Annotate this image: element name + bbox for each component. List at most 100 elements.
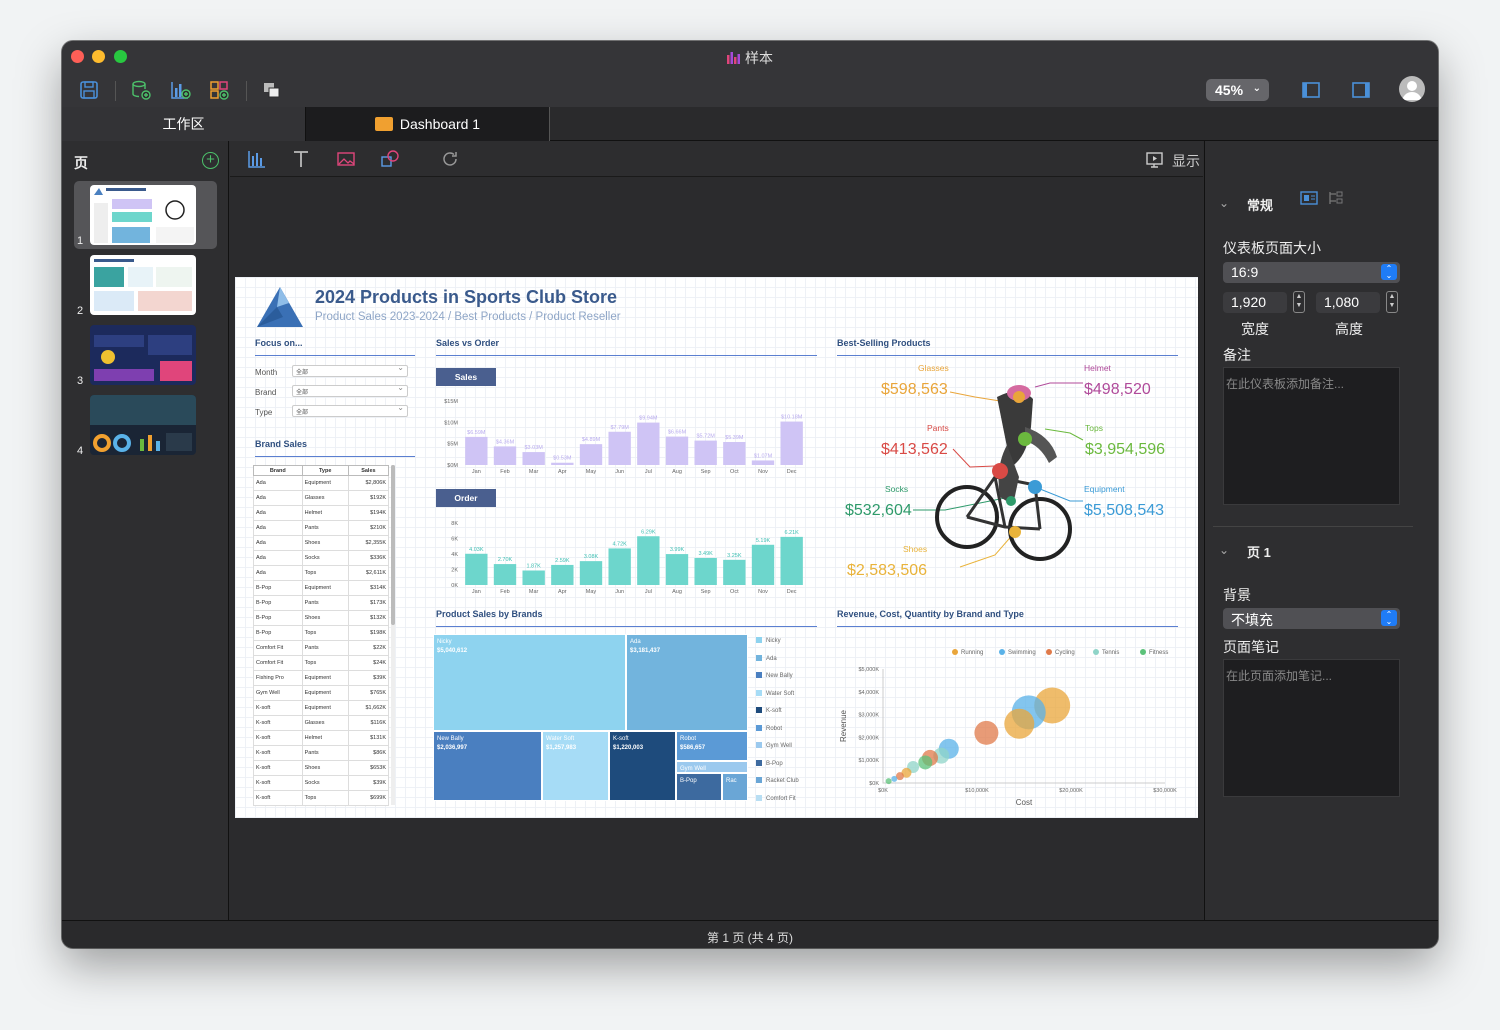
bar[interactable] xyxy=(637,422,660,465)
treemap-cell[interactable]: Robot $586,657 xyxy=(676,731,748,761)
height-input[interactable]: 1,080 xyxy=(1316,292,1380,313)
bar[interactable] xyxy=(579,444,603,465)
legend-label[interactable]: Cycling xyxy=(1055,650,1075,656)
close-window-button[interactable] xyxy=(71,50,84,63)
add-dashboard-icon[interactable] xyxy=(208,79,230,101)
table-row[interactable]: Comfort Fit Tops $24K xyxy=(253,655,390,671)
legend-item[interactable]: Comfort Fit xyxy=(756,794,796,802)
width-stepper[interactable]: ▲ ▼ xyxy=(1293,291,1305,313)
filter-brand-select[interactable]: 全部 xyxy=(292,383,408,397)
bar[interactable] xyxy=(780,421,803,465)
filter-month-select[interactable]: 全部 xyxy=(292,363,408,377)
presentation-icon[interactable] xyxy=(1145,150,1165,170)
legend-item[interactable]: Ada xyxy=(756,654,777,662)
table-row[interactable]: Ada Helmet $194K xyxy=(253,505,390,521)
dashboard-sheet[interactable]: 2024 Products in Sports Club Store Produ… xyxy=(235,277,1198,818)
bar[interactable] xyxy=(579,561,603,585)
bar[interactable] xyxy=(522,452,545,465)
bar[interactable] xyxy=(665,554,689,585)
legend-item[interactable]: Robot xyxy=(756,724,782,732)
tab-dashboard-1[interactable]: Dashboard 1 xyxy=(306,107,550,141)
legend-item[interactable]: New Bally xyxy=(756,672,793,679)
filter-type-select[interactable]: 全部 xyxy=(292,403,408,417)
table-row[interactable]: K-soft Helmet $131K xyxy=(253,730,390,746)
treemap-cell[interactable]: Nicky $5,040,612 xyxy=(433,634,626,731)
zoom-select[interactable]: 45% ⌄ xyxy=(1206,79,1269,101)
bar[interactable] xyxy=(780,536,803,585)
table-row[interactable]: Ada Equipment $2,806K xyxy=(253,475,390,491)
bar[interactable] xyxy=(608,431,631,465)
bar[interactable] xyxy=(608,548,631,585)
legend-item[interactable]: B-Pop xyxy=(756,759,783,767)
table-row[interactable]: B-Pop Equipment $314K xyxy=(253,580,390,596)
bubble[interactable] xyxy=(918,755,933,770)
add-chart-icon[interactable] xyxy=(169,79,191,101)
table-row[interactable]: Comfort Fit Pants $22K xyxy=(253,640,390,656)
insert-chart-icon[interactable] xyxy=(247,149,267,169)
table-row[interactable]: B-Pop Pants $173K xyxy=(253,595,390,611)
table-row[interactable]: K-soft Tops $699K xyxy=(253,790,390,806)
insert-shape-icon[interactable] xyxy=(380,149,400,169)
table-scrollbar[interactable] xyxy=(391,465,395,805)
minimize-window-button[interactable] xyxy=(92,50,105,63)
bubble[interactable] xyxy=(901,767,912,778)
legend-item[interactable]: Racket Club xyxy=(756,777,799,784)
bar[interactable] xyxy=(465,553,488,585)
bar[interactable] xyxy=(465,436,488,465)
page-notes-textarea[interactable]: 在此页面添加笔记... xyxy=(1223,659,1400,797)
legend-label[interactable]: Fitness xyxy=(1149,650,1168,656)
bubble[interactable] xyxy=(885,778,892,785)
add-page-icon[interactable]: + xyxy=(202,152,219,169)
treemap-cell[interactable]: Rac xyxy=(722,773,748,801)
save-icon[interactable] xyxy=(78,79,100,101)
bar[interactable] xyxy=(551,462,574,465)
inspector-structure-icon[interactable] xyxy=(1328,191,1344,205)
chevron-down-icon[interactable]: ⌄ xyxy=(1219,196,1230,210)
table-row[interactable]: K-soft Shoes $653K xyxy=(253,760,390,776)
table-row[interactable]: K-soft Equipment $1,662K xyxy=(253,700,390,716)
bar[interactable] xyxy=(493,446,517,465)
user-avatar[interactable] xyxy=(1399,76,1425,102)
table-row[interactable]: B-Pop Tops $198K xyxy=(253,625,390,641)
treemap-cell[interactable]: Water Soft $1,257,983 xyxy=(542,731,609,801)
bar[interactable] xyxy=(493,564,517,585)
treemap-cell[interactable]: New Bally $2,036,997 xyxy=(433,731,542,801)
treemap-cell[interactable]: Ada $3,181,437 xyxy=(626,634,748,731)
table-row[interactable]: B-Pop Shoes $132K xyxy=(253,610,390,626)
legend-label[interactable]: Swimming xyxy=(1008,650,1036,656)
legend-item[interactable]: Nicky xyxy=(756,637,781,644)
table-row[interactable]: Gym Well Equipment $765K xyxy=(253,685,390,701)
insert-text-icon[interactable] xyxy=(291,149,311,169)
bar[interactable] xyxy=(751,544,775,585)
bar[interactable] xyxy=(551,564,574,585)
table-row[interactable]: K-soft Pants $86K xyxy=(253,745,390,761)
chevron-down-icon[interactable]: ⌄ xyxy=(1219,543,1230,557)
bar[interactable] xyxy=(751,460,775,465)
table-row[interactable]: K-soft Glasses $116K xyxy=(253,715,390,731)
show-label[interactable]: 显示 xyxy=(1172,153,1200,169)
add-data-icon[interactable] xyxy=(130,79,152,101)
page-thumbnail-4[interactable] xyxy=(90,395,196,455)
table-row[interactable]: K-soft Socks $39K xyxy=(253,775,390,791)
treemap-cell[interactable]: K-soft $1,220,003 xyxy=(609,731,676,801)
bubble[interactable] xyxy=(1004,708,1035,739)
bubble[interactable] xyxy=(891,775,898,782)
bubble[interactable] xyxy=(895,772,904,781)
inspector-layout-icon[interactable] xyxy=(1300,191,1318,205)
treemap-cell[interactable]: Gym Well xyxy=(676,761,748,773)
table-row[interactable]: Ada Shoes $2,355K xyxy=(253,535,390,551)
bar[interactable] xyxy=(723,559,746,585)
tab-workspace[interactable]: 工作区 xyxy=(62,107,306,141)
arrange-icon[interactable] xyxy=(261,79,283,101)
bar[interactable] xyxy=(723,442,746,465)
width-input[interactable]: 1,920 xyxy=(1223,292,1287,313)
bar[interactable] xyxy=(694,440,717,465)
legend-label[interactable]: Running xyxy=(961,650,983,656)
table-row[interactable]: Ada Pants $210K xyxy=(253,520,390,536)
legend-item[interactable]: Gym Well xyxy=(756,742,792,749)
table-row[interactable]: Ada Tops $2,611K xyxy=(253,565,390,581)
legend-label[interactable]: Tennis xyxy=(1102,650,1119,656)
table-row[interactable]: Fishing Pro Equipment $39K xyxy=(253,670,390,686)
table-header[interactable]: Sales xyxy=(347,465,390,476)
table-header[interactable]: Type xyxy=(301,465,349,476)
